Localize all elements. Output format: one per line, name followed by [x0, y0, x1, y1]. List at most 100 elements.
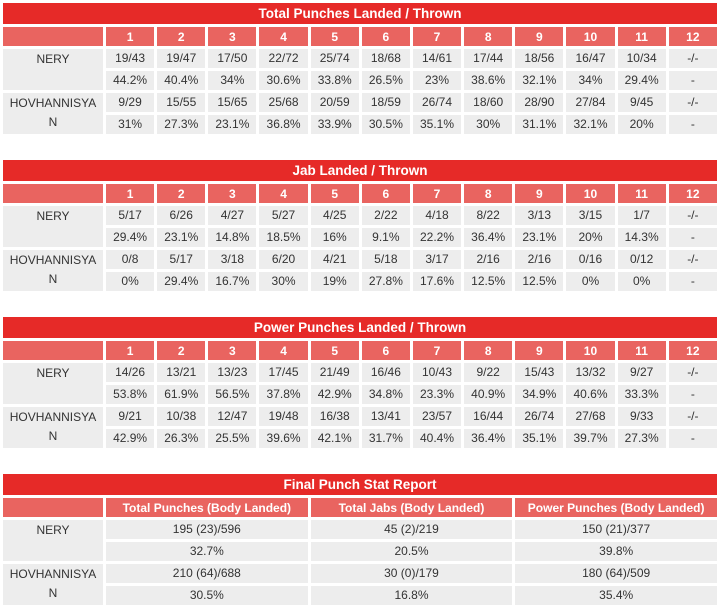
pct-cell: 26.5%: [361, 71, 410, 90]
pct-cell: 34%: [208, 71, 257, 90]
pct-cell: 27.3%: [617, 429, 666, 448]
pct-cell: 36.4%: [464, 228, 513, 247]
pct-cell: 16.8%: [310, 586, 513, 605]
pct-cell: 27.8%: [361, 272, 410, 291]
fighter-name-cell: NERY: [3, 520, 103, 561]
value-cell: 14/61: [412, 49, 462, 68]
round-header-cell: 1: [106, 184, 155, 203]
round-header-cell: 8: [464, 341, 513, 360]
value-cell: 3/13: [515, 206, 564, 225]
pct-cell: 23%: [412, 71, 462, 90]
pct-cell: 39.7%: [566, 429, 615, 448]
fighter-values-row: NERY 19/43 19/47 17/50 22/72 25/74 18/68 14/61 1…: [3, 49, 717, 90]
stat-grid: 1 2 3 4 5 6 7 8 9 10 11 12 NERY 5/17 6/26 4/27 5/27 4/25 2…: [0, 181, 720, 294]
value-cell: 15/55: [157, 93, 206, 112]
value-cell: 17/44: [464, 49, 513, 68]
value-cell: 3/17: [412, 250, 462, 269]
pct-cell: 33.9%: [310, 115, 359, 134]
table-title: Total Punches Landed / Thrown: [3, 3, 717, 24]
fighter-values-row: HOVHANNISYAN 0/8 5/17 3/18 6/20 4/21 5/18 3/17 2…: [3, 250, 717, 291]
value-cell: 15/43: [515, 363, 564, 382]
round-header-cell: 8: [464, 27, 513, 46]
pct-cell: 23.1%: [208, 115, 257, 134]
pct-cell: 30%: [259, 272, 308, 291]
pct-cell: 9.1%: [361, 228, 410, 247]
stat-grid: Total Punches (Body Landed) Total Jabs (B…: [0, 495, 720, 608]
value-cell: 18/60: [464, 93, 513, 112]
fighter-name-cell: HOVHANNISYAN: [3, 250, 103, 291]
value-cell: 9/45: [617, 93, 666, 112]
header-row: 1 2 3 4 5 6 7 8 9 10 11 12: [3, 184, 717, 203]
pct-cell: 19%: [310, 272, 359, 291]
value-cell: 9/21: [106, 407, 155, 426]
pct-cell: 32.7%: [106, 542, 308, 561]
pct-cell: 20.5%: [310, 542, 513, 561]
pct-cell: 16.7%: [208, 272, 257, 291]
round-header-cell: 1: [106, 27, 155, 46]
stat-table: Jab Landed / Thrown 1 2 3 4 5 6 7 8 9 10 11 12 NERY 5/…: [0, 160, 720, 294]
pct-cell: 31%: [106, 115, 155, 134]
fighter-values-row: HOVHANNISYAN 9/29 15/55 15/65 25/68 20/59 18/5…: [3, 93, 717, 134]
pct-cell: 61.9%: [157, 385, 206, 404]
round-header-cell: 6: [361, 341, 410, 360]
pct-cell: 35.1%: [412, 115, 462, 134]
pct-cell: 33.8%: [310, 71, 359, 90]
pct-cell: 56.5%: [208, 385, 257, 404]
pct-cell: 22.2%: [412, 228, 462, 247]
fighter-pct-row: 29.4% 23.1% 14.8% 18.5% 16% 9.1% 22.2% 36.4% 23.…: [3, 228, 717, 247]
round-header-cell: 9: [515, 184, 564, 203]
value-cell: 5/17: [157, 250, 206, 269]
corner-cell: [3, 27, 103, 46]
round-header-cell: 3: [208, 184, 257, 203]
value-cell: 195 (23)/596: [106, 520, 308, 539]
pct-cell: 20%: [566, 228, 615, 247]
value-cell: 150 (21)/377: [515, 520, 717, 539]
value-cell: 18/56: [515, 49, 564, 68]
value-cell: 9/27: [617, 363, 666, 382]
pct-cell: 36.8%: [259, 115, 308, 134]
column-header-cell: Power Punches (Body Landed): [515, 498, 717, 517]
pct-cell: 25.5%: [208, 429, 257, 448]
round-header-cell: 9: [515, 27, 564, 46]
pct-cell: 29.4%: [617, 71, 666, 90]
round-header-cell: 7: [412, 341, 462, 360]
pct-cell: 34.9%: [515, 385, 564, 404]
fighter-name-cell: HOVHANNISYAN: [3, 93, 103, 134]
value-cell: 6/20: [259, 250, 308, 269]
value-cell: 15/65: [208, 93, 257, 112]
pct-cell: 42.1%: [310, 429, 359, 448]
pct-cell: 23.1%: [157, 228, 206, 247]
punch-stat-report: Total Punches Landed / Thrown 1 2 3 4 5 6 7 8 9 10…: [0, 3, 720, 608]
value-cell: 16/44: [464, 407, 513, 426]
round-header-cell: 3: [208, 27, 257, 46]
pct-cell: 12.5%: [515, 272, 564, 291]
fighter-pct-row: 30.5% 16.8% 35.4%: [3, 586, 717, 605]
value-cell: 14/26: [106, 363, 155, 382]
pct-cell: 16%: [310, 228, 359, 247]
value-cell: 13/32: [566, 363, 615, 382]
value-cell: 30 (0)/179: [310, 564, 513, 583]
pct-cell: 30%: [464, 115, 513, 134]
pct-cell: 37.8%: [259, 385, 308, 404]
pct-cell: 14.8%: [208, 228, 257, 247]
value-cell: 26/74: [515, 407, 564, 426]
value-cell: 5/18: [361, 250, 410, 269]
pct-cell: 40.6%: [566, 385, 615, 404]
value-cell: 3/15: [566, 206, 615, 225]
pct-cell: 23.1%: [515, 228, 564, 247]
value-cell: 13/41: [361, 407, 410, 426]
value-cell: 18/68: [361, 49, 410, 68]
value-cell: 12/47: [208, 407, 257, 426]
value-cell: 25/74: [310, 49, 359, 68]
pct-cell: 31.1%: [515, 115, 564, 134]
value-cell: 4/18: [412, 206, 462, 225]
round-header-cell: 2: [157, 184, 206, 203]
round-header-cell: 12: [668, 341, 717, 360]
value-cell: 20/59: [310, 93, 359, 112]
corner-cell: [3, 184, 103, 203]
pct-cell: 33.3%: [617, 385, 666, 404]
value-cell: 5/17: [106, 206, 155, 225]
pct-cell: -: [668, 115, 717, 134]
fighter-values-row: HOVHANNISYAN 210 (64)/688 30 (0)/179 180 (6…: [3, 564, 717, 605]
round-header-cell: 4: [259, 27, 308, 46]
